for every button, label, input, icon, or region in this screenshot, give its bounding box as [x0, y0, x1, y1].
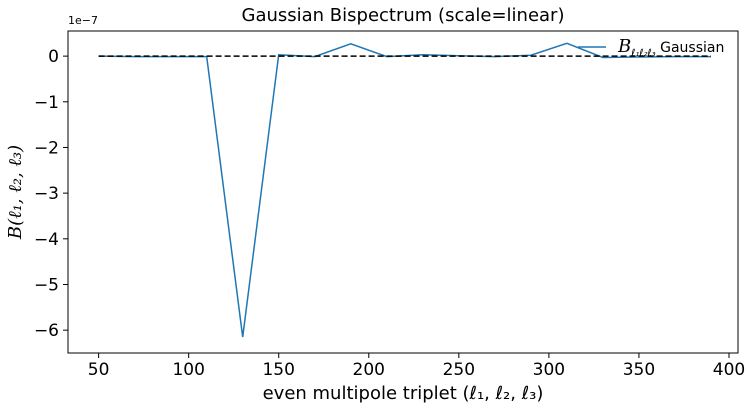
y-tick-label: −5 [34, 275, 59, 295]
x-axis-label: even multipole triplet (ℓ₁, ℓ₂, ℓ₃) [263, 383, 544, 404]
x-tick-label: 200 [353, 360, 385, 380]
legend-label-main: B [617, 36, 631, 57]
y-tick-label: −4 [34, 230, 59, 250]
legend-label-sub: ℓ₁ℓ₂ℓ₃ [631, 48, 655, 59]
legend-label: Bℓ₁ℓ₂ℓ₃ Gaussian [617, 36, 724, 59]
x-tick-label: 150 [262, 360, 294, 380]
y-tick-label: −1 [34, 93, 59, 113]
plot-frame [67, 30, 739, 354]
x-tick-label: 300 [533, 360, 565, 380]
y-tick-label: −3 [34, 184, 59, 204]
x-axis-ticks: 50 100 150 200 250 300 350 400 [88, 353, 745, 380]
bispectrum-series-line [98, 42, 711, 338]
x-tick-label: 50 [88, 360, 110, 380]
y-axis-label: B(ℓ₁, ℓ₂, ℓ₃) [5, 145, 26, 240]
x-tick-label: 100 [172, 360, 204, 380]
y-tick-label: 0 [48, 47, 59, 67]
y-axis-ticks: 0 −1 −2 −3 −4 −5 −6 [34, 47, 68, 341]
x-tick-label: 250 [443, 360, 475, 380]
y-offset-label: 1e−7 [68, 14, 98, 27]
y-tick-label: −6 [34, 321, 59, 341]
x-tick-label: 400 [713, 360, 745, 380]
legend-label-rest: Gaussian [656, 40, 725, 56]
legend: Bℓ₁ℓ₂ℓ₃ Gaussian [578, 36, 724, 59]
series-layer [98, 42, 711, 338]
y-tick-label: −2 [34, 138, 59, 158]
chart-title: Gaussian Bispectrum (scale=linear) [242, 5, 565, 26]
x-tick-label: 350 [623, 360, 655, 380]
